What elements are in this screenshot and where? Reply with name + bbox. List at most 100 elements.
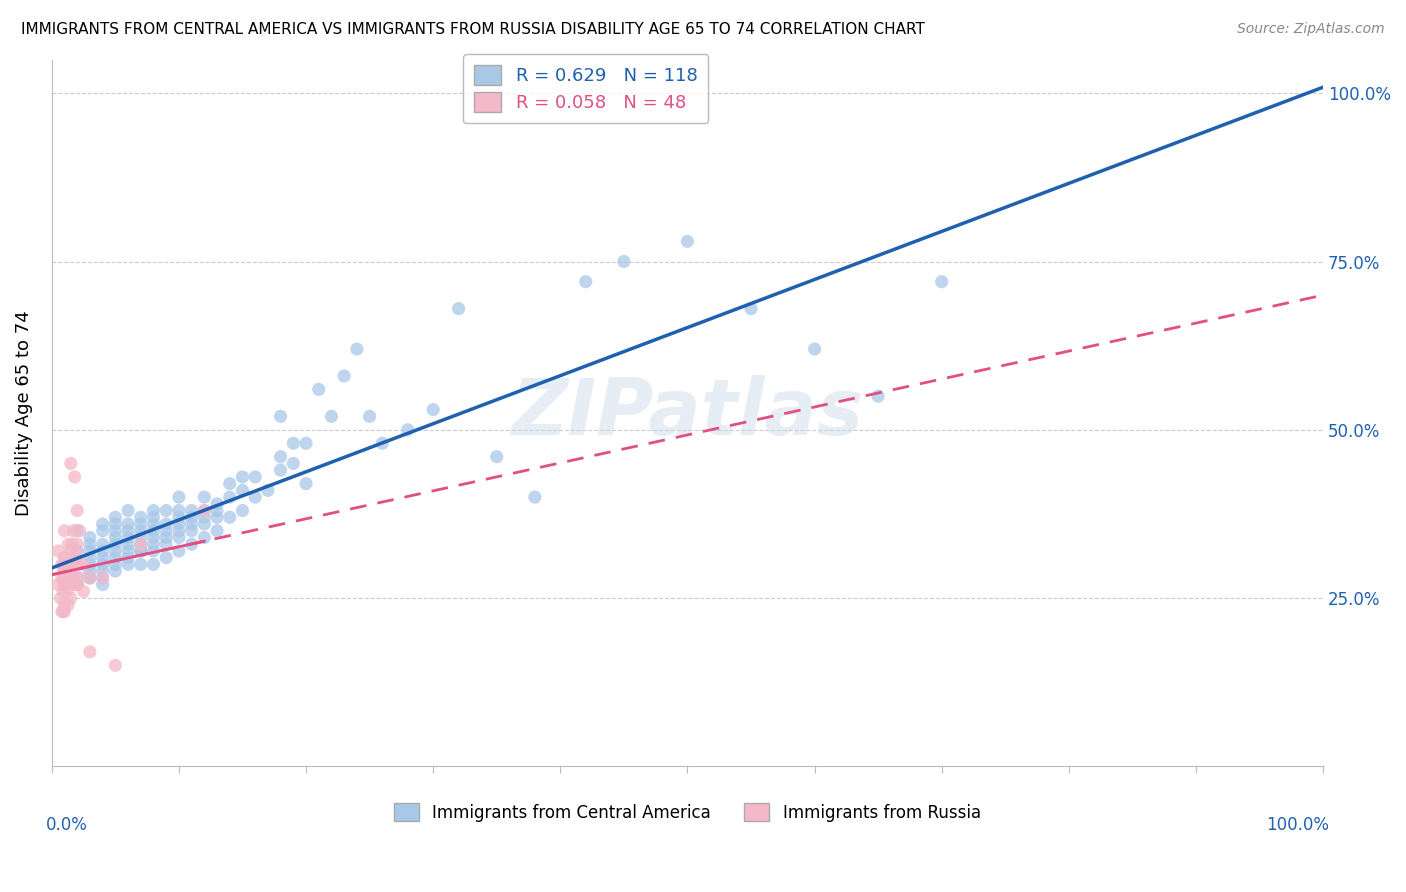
- Point: [53, 550, 76, 565]
- Point: [142, 503, 165, 517]
- Point: [117, 558, 139, 572]
- Point: [270, 409, 292, 424]
- Point: [79, 571, 101, 585]
- Point: [231, 503, 253, 517]
- Text: 100.0%: 100.0%: [1267, 816, 1330, 834]
- Point: [167, 490, 190, 504]
- Point: [193, 490, 215, 504]
- Point: [46, 577, 69, 591]
- Point: [104, 531, 127, 545]
- Point: [53, 571, 76, 585]
- Point: [218, 510, 240, 524]
- Point: [69, 524, 91, 538]
- Point: [66, 577, 89, 591]
- Point: [129, 516, 152, 531]
- Point: [193, 510, 215, 524]
- Point: [129, 537, 152, 551]
- Point: [91, 558, 114, 572]
- Legend: Immigrants from Central America, Immigrants from Russia: Immigrants from Central America, Immigra…: [387, 797, 987, 829]
- Point: [803, 342, 825, 356]
- Point: [59, 457, 82, 471]
- Point: [231, 470, 253, 484]
- Point: [117, 524, 139, 538]
- Point: [155, 503, 177, 517]
- Point: [205, 497, 228, 511]
- Point: [117, 503, 139, 517]
- Point: [243, 490, 266, 504]
- Point: [218, 490, 240, 504]
- Point: [180, 537, 202, 551]
- Point: [243, 470, 266, 484]
- Point: [62, 524, 84, 538]
- Point: [396, 423, 419, 437]
- Point: [79, 550, 101, 565]
- Point: [79, 564, 101, 578]
- Point: [66, 544, 89, 558]
- Point: [193, 503, 215, 517]
- Point: [91, 550, 114, 565]
- Point: [117, 544, 139, 558]
- Point: [72, 584, 94, 599]
- Point: [72, 558, 94, 572]
- Point: [575, 275, 598, 289]
- Point: [51, 605, 73, 619]
- Point: [117, 537, 139, 551]
- Point: [53, 524, 76, 538]
- Point: [104, 558, 127, 572]
- Point: [129, 537, 152, 551]
- Point: [91, 544, 114, 558]
- Point: [193, 531, 215, 545]
- Point: [117, 531, 139, 545]
- Point: [308, 383, 330, 397]
- Text: IMMIGRANTS FROM CENTRAL AMERICA VS IMMIGRANTS FROM RUSSIA DISABILITY AGE 65 TO 7: IMMIGRANTS FROM CENTRAL AMERICA VS IMMIG…: [21, 22, 925, 37]
- Point: [295, 436, 318, 450]
- Point: [740, 301, 762, 316]
- Point: [257, 483, 280, 498]
- Point: [53, 598, 76, 612]
- Point: [167, 510, 190, 524]
- Point: [58, 598, 80, 612]
- Point: [193, 503, 215, 517]
- Point: [117, 516, 139, 531]
- Point: [66, 558, 89, 572]
- Point: [91, 537, 114, 551]
- Point: [53, 577, 76, 591]
- Point: [359, 409, 381, 424]
- Point: [129, 510, 152, 524]
- Point: [205, 510, 228, 524]
- Text: ZIPatlas: ZIPatlas: [512, 375, 863, 451]
- Point: [69, 571, 91, 585]
- Point: [79, 571, 101, 585]
- Point: [66, 537, 89, 551]
- Point: [142, 524, 165, 538]
- Point: [104, 510, 127, 524]
- Text: Source: ZipAtlas.com: Source: ZipAtlas.com: [1237, 22, 1385, 37]
- Point: [231, 483, 253, 498]
- Point: [117, 550, 139, 565]
- Point: [129, 544, 152, 558]
- Point: [104, 564, 127, 578]
- Point: [104, 516, 127, 531]
- Point: [180, 524, 202, 538]
- Point: [180, 510, 202, 524]
- Point: [283, 457, 305, 471]
- Point: [167, 503, 190, 517]
- Point: [63, 470, 86, 484]
- Point: [205, 524, 228, 538]
- Point: [104, 537, 127, 551]
- Point: [485, 450, 508, 464]
- Point: [91, 571, 114, 585]
- Point: [155, 537, 177, 551]
- Point: [91, 516, 114, 531]
- Point: [53, 577, 76, 591]
- Point: [155, 516, 177, 531]
- Point: [167, 516, 190, 531]
- Point: [142, 544, 165, 558]
- Point: [53, 550, 76, 565]
- Point: [53, 558, 76, 572]
- Point: [371, 436, 394, 450]
- Point: [52, 584, 75, 599]
- Point: [56, 564, 79, 578]
- Point: [62, 571, 84, 585]
- Point: [167, 531, 190, 545]
